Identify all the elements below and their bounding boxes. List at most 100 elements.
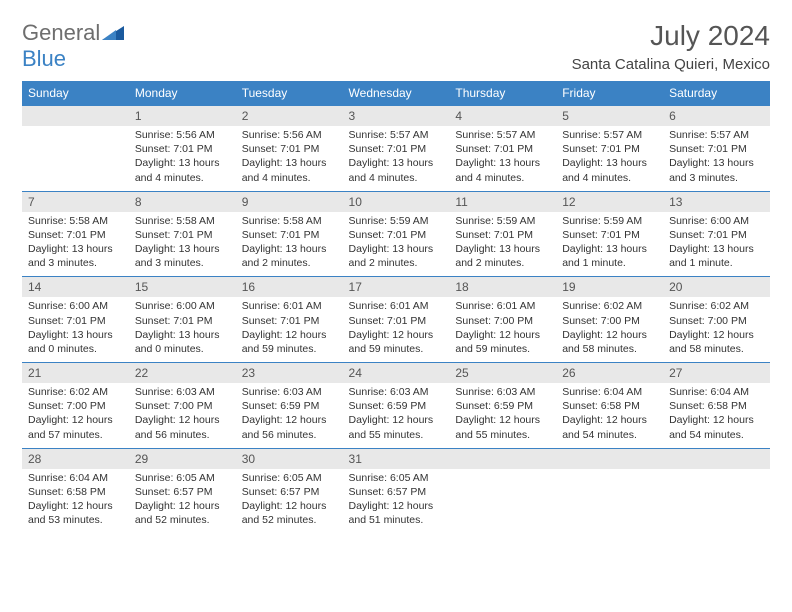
logo-triangle-icon: [102, 24, 124, 40]
day-number: 31: [343, 449, 450, 469]
day-info: Sunrise: 5:57 AMSunset: 7:01 PMDaylight:…: [449, 126, 556, 191]
day-number: 21: [22, 363, 129, 383]
day-info: Sunrise: 5:57 AMSunset: 7:01 PMDaylight:…: [663, 126, 770, 191]
calendar-day-cell: 14Sunrise: 6:00 AMSunset: 7:01 PMDayligh…: [22, 277, 129, 363]
daylight-line: Daylight: 12 hours and 57 minutes.: [28, 414, 113, 440]
logo: General Blue: [22, 20, 124, 72]
daylight-line: Daylight: 12 hours and 59 minutes.: [242, 329, 327, 355]
day-number: 20: [663, 277, 770, 297]
daylight-line: Daylight: 13 hours and 4 minutes.: [349, 157, 434, 183]
day-number: 9: [236, 192, 343, 212]
daylight-line: Daylight: 12 hours and 56 minutes.: [242, 414, 327, 440]
calendar-day-cell: 18Sunrise: 6:01 AMSunset: 7:00 PMDayligh…: [449, 277, 556, 363]
day-number: 4: [449, 106, 556, 126]
day-info: Sunrise: 6:01 AMSunset: 7:01 PMDaylight:…: [236, 297, 343, 362]
day-info: Sunrise: 5:56 AMSunset: 7:01 PMDaylight:…: [236, 126, 343, 191]
day-info: Sunrise: 6:02 AMSunset: 7:00 PMDaylight:…: [556, 297, 663, 362]
sunset-line: Sunset: 7:01 PM: [349, 229, 427, 241]
calendar-day-cell: 27Sunrise: 6:04 AMSunset: 6:58 PMDayligh…: [663, 363, 770, 449]
daylight-line: Daylight: 13 hours and 4 minutes.: [562, 157, 647, 183]
sunrise-line: Sunrise: 5:57 AM: [562, 129, 642, 141]
day-number: 24: [343, 363, 450, 383]
day-number: 29: [129, 449, 236, 469]
calendar-day-cell: 19Sunrise: 6:02 AMSunset: 7:00 PMDayligh…: [556, 277, 663, 363]
sunrise-line: Sunrise: 6:03 AM: [135, 386, 215, 398]
day-info: Sunrise: 6:05 AMSunset: 6:57 PMDaylight:…: [343, 469, 450, 534]
daylight-line: Daylight: 12 hours and 51 minutes.: [349, 500, 434, 526]
day-number: 7: [22, 192, 129, 212]
daylight-line: Daylight: 13 hours and 3 minutes.: [28, 243, 113, 269]
day-info-empty: [449, 469, 556, 521]
daylight-line: Daylight: 13 hours and 2 minutes.: [455, 243, 540, 269]
sunset-line: Sunset: 7:00 PM: [669, 315, 747, 327]
sunrise-line: Sunrise: 6:00 AM: [135, 300, 215, 312]
calendar-day-cell: [449, 448, 556, 533]
day-info: Sunrise: 5:58 AMSunset: 7:01 PMDaylight:…: [236, 212, 343, 277]
sunset-line: Sunset: 7:01 PM: [349, 315, 427, 327]
day-number-empty: [22, 106, 129, 126]
sunrise-line: Sunrise: 6:01 AM: [455, 300, 535, 312]
sunrise-line: Sunrise: 6:02 AM: [562, 300, 642, 312]
sunset-line: Sunset: 7:01 PM: [28, 229, 106, 241]
sunrise-line: Sunrise: 5:56 AM: [242, 129, 322, 141]
calendar-day-cell: 22Sunrise: 6:03 AMSunset: 7:00 PMDayligh…: [129, 363, 236, 449]
calendar-day-cell: 16Sunrise: 6:01 AMSunset: 7:01 PMDayligh…: [236, 277, 343, 363]
sunset-line: Sunset: 7:01 PM: [349, 143, 427, 155]
day-info: Sunrise: 6:01 AMSunset: 7:01 PMDaylight:…: [343, 297, 450, 362]
calendar-day-cell: 12Sunrise: 5:59 AMSunset: 7:01 PMDayligh…: [556, 191, 663, 277]
title-block: July 2024 Santa Catalina Quieri, Mexico: [572, 20, 770, 73]
day-number: 6: [663, 106, 770, 126]
calendar-day-cell: 29Sunrise: 6:05 AMSunset: 6:57 PMDayligh…: [129, 448, 236, 533]
sunset-line: Sunset: 7:01 PM: [135, 143, 213, 155]
day-info: Sunrise: 6:04 AM Sunset: 6:58 PM Daylight:…: [22, 469, 129, 534]
day-number: 17: [343, 277, 450, 297]
day-info: Sunrise: 5:57 AMSunset: 7:01 PMDaylight:…: [556, 126, 663, 191]
sunrise-line: Sunrise: 6:04 AM: [669, 386, 749, 398]
weekday-header-row: SundayMondayTuesdayWednesdayThursdayFrid…: [22, 81, 770, 106]
day-number: 19: [556, 277, 663, 297]
sunset-line: Sunset: 6:58 PM: [28, 486, 106, 498]
sunset-line: Sunset: 6:58 PM: [562, 400, 640, 412]
sunrise-line: Sunrise: 5:57 AM: [349, 129, 429, 141]
day-number: 27: [663, 363, 770, 383]
daylight-line: Daylight: 13 hours and 3 minutes.: [669, 157, 754, 183]
day-info: Sunrise: 6:00 AMSunset: 7:01 PMDaylight:…: [22, 297, 129, 362]
sunrise-line: Sunrise: 6:04 AM: [28, 472, 108, 484]
daylight-line: Daylight: 12 hours and 52 minutes.: [242, 500, 327, 526]
day-number: 13: [663, 192, 770, 212]
sunset-line: Sunset: 7:01 PM: [135, 315, 213, 327]
day-number: 25: [449, 363, 556, 383]
daylight-line: Daylight: 13 hours and 1 minute.: [562, 243, 647, 269]
calendar-week-row: 28Sunrise: 6:04 AMSunset: 6:58 PMDayligh…: [22, 448, 770, 533]
daylight-line: Daylight: 12 hours and 59 minutes.: [455, 329, 540, 355]
day-number-empty: [663, 449, 770, 469]
sunset-line: Sunset: 7:01 PM: [455, 143, 533, 155]
sunrise-line: Sunrise: 5:58 AM: [28, 215, 108, 227]
calendar-day-cell: 4Sunrise: 5:57 AMSunset: 7:01 PMDaylight…: [449, 106, 556, 192]
daylight-line: Daylight: 13 hours and 2 minutes.: [242, 243, 327, 269]
day-info: Sunrise: 6:02 AMSunset: 7:00 PMDaylight:…: [22, 383, 129, 448]
day-info: Sunrise: 6:05 AMSunset: 6:57 PMDaylight:…: [236, 469, 343, 534]
sunrise-line: Sunrise: 6:02 AM: [669, 300, 749, 312]
daylight-line: Daylight: 12 hours and 58 minutes.: [562, 329, 647, 355]
sunset-line: Sunset: 7:01 PM: [669, 229, 747, 241]
daylight-line: Daylight: 13 hours and 4 minutes.: [242, 157, 327, 183]
sunset-line: Sunset: 7:01 PM: [562, 229, 640, 241]
day-number: 5: [556, 106, 663, 126]
sunrise-line: Sunrise: 6:05 AM: [349, 472, 429, 484]
header: General Blue July 2024 Santa Catalina Qu…: [22, 20, 770, 73]
daylight-line: Daylight: 12 hours and 58 minutes.: [669, 329, 754, 355]
sunset-line: Sunset: 6:59 PM: [242, 400, 320, 412]
day-info: Sunrise: 5:59 AMSunset: 7:01 PMDaylight:…: [556, 212, 663, 277]
sunset-line: Sunset: 7:01 PM: [135, 229, 213, 241]
calendar-day-cell: 30Sunrise: 6:05 AMSunset: 6:57 PMDayligh…: [236, 448, 343, 533]
calendar-day-cell: 8Sunrise: 5:58 AMSunset: 7:01 PMDaylight…: [129, 191, 236, 277]
day-info: Sunrise: 6:05 AMSunset: 6:57 PMDaylight:…: [129, 469, 236, 534]
daylight-line: Daylight: 12 hours and 56 minutes.: [135, 414, 220, 440]
calendar-day-cell: 23Sunrise: 6:03 AMSunset: 6:59 PMDayligh…: [236, 363, 343, 449]
sunrise-line: Sunrise: 6:05 AM: [135, 472, 215, 484]
calendar-week-row: 14Sunrise: 6:00 AMSunset: 7:01 PMDayligh…: [22, 277, 770, 363]
weekday-header: Monday: [129, 81, 236, 106]
calendar-day-cell: 3Sunrise: 5:57 AMSunset: 7:01 PMDaylight…: [343, 106, 450, 192]
daylight-line: Daylight: 12 hours and 53 minutes.: [28, 500, 113, 526]
